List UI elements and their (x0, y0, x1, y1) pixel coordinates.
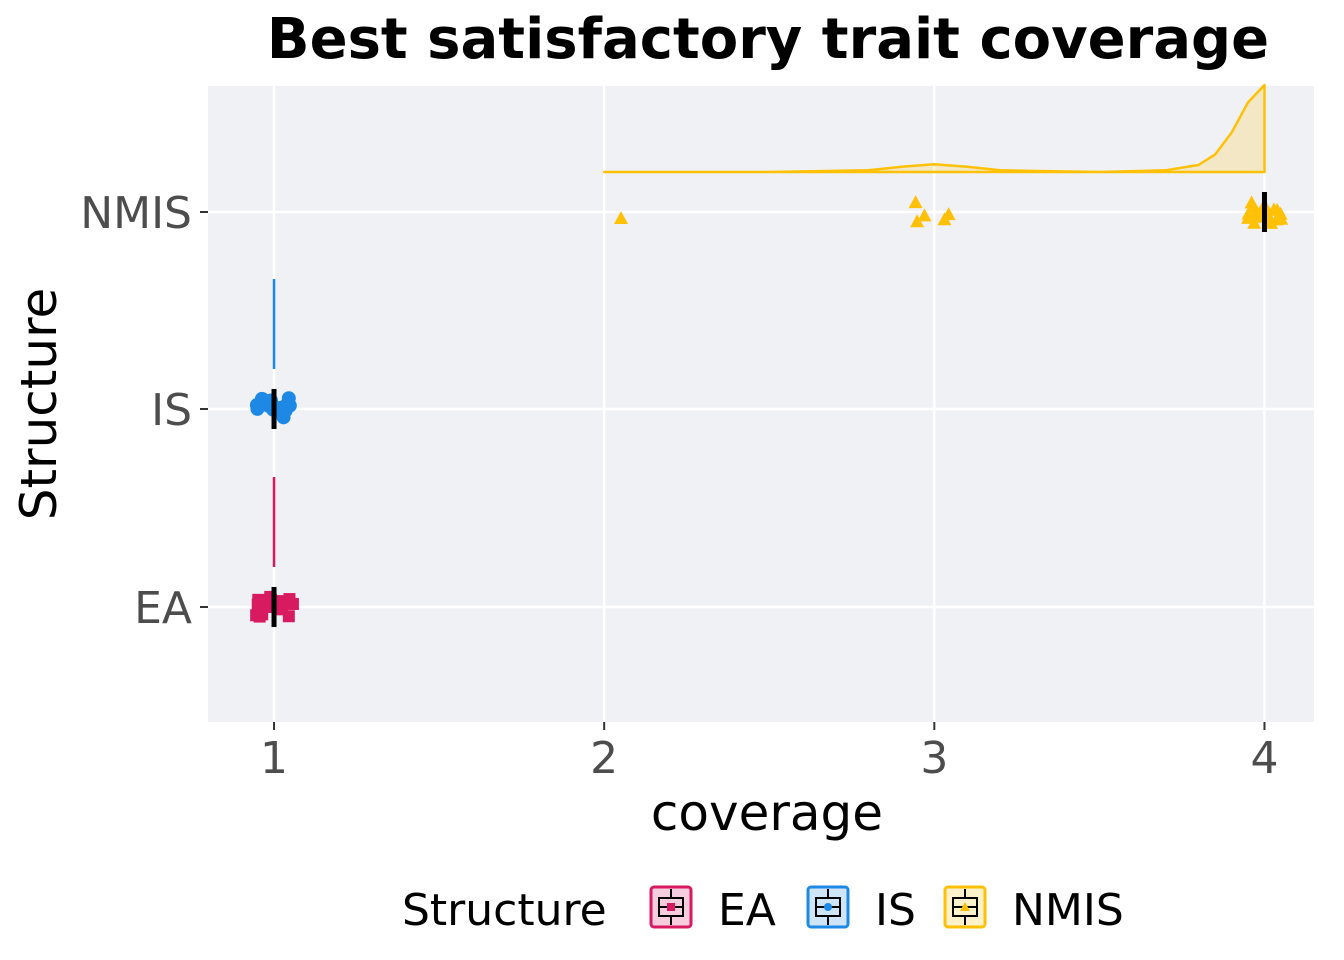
legend-item-is: IS (806, 885, 916, 936)
point-nmis (614, 211, 629, 225)
legend-label: EA (718, 885, 776, 936)
x-axis-title: coverage (651, 784, 883, 842)
point-nmis (917, 208, 932, 222)
point-nmis (1270, 202, 1285, 216)
point-nmis (908, 195, 923, 209)
legend-key-marker (824, 903, 832, 911)
y-tick-label: EA (134, 583, 192, 634)
point-ea (252, 593, 265, 606)
density-clouds (272, 83, 1266, 567)
data-points (249, 195, 1289, 623)
point-ea (283, 596, 296, 609)
x-tick-label: 4 (1250, 733, 1278, 784)
legend-label: NMIS (1012, 885, 1124, 936)
x-tick-label: 3 (920, 733, 948, 784)
x-tick-label: 1 (260, 733, 288, 784)
y-tick-label: IS (151, 385, 192, 436)
legend-key-marker (960, 902, 970, 911)
y-axis: EA IS NMIS (80, 188, 208, 634)
legend-label: IS (875, 885, 916, 936)
chart-title: Best satisfactory trait coverage (267, 7, 1269, 72)
x-tick-label: 2 (590, 733, 618, 784)
x-axis: 1 2 3 4 (260, 722, 1278, 784)
point-nmis (941, 207, 956, 221)
density-nmis (602, 83, 1266, 174)
y-axis-title: Structure (10, 288, 68, 521)
legend-item-nmis: NMIS (943, 885, 1124, 936)
point-nmis (1274, 211, 1289, 225)
point-nmis (1247, 215, 1262, 229)
point-ea (256, 608, 269, 621)
point-nmis (1244, 195, 1259, 209)
plot-panel (208, 86, 1314, 722)
point-nmis (910, 214, 925, 228)
legend: Structure EA IS NMIS (402, 885, 1124, 936)
y-tick-label: NMIS (80, 188, 192, 239)
legend-title: Structure (402, 885, 607, 936)
point-nmis (1264, 215, 1279, 229)
legend-key-marker (667, 903, 675, 911)
box-medians (271, 192, 1267, 627)
legend-item-ea: EA (649, 885, 776, 936)
